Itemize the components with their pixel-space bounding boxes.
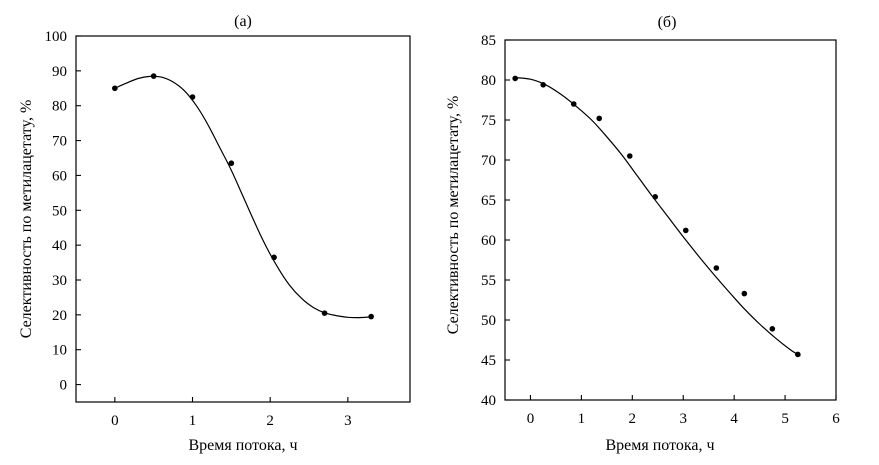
- panel-a: (а) 0 10 20 30 40 50 60 70 80 90 100 0 1 2 3 Время пот…: [18, 13, 411, 454]
- panel-a-y-tick-label-9: 90: [52, 64, 67, 80]
- panel-a-y-tick-label-7: 70: [52, 134, 67, 150]
- panel-b-y-tick-label-1: 45: [481, 353, 496, 369]
- panel-a-data-point-6: [368, 313, 374, 320]
- panel-a-data-point-2: [189, 94, 196, 100]
- panel-a-y-tick-label-2: 20: [52, 308, 67, 324]
- panel-b-y-axis-title: Селективность по метилацетату, %: [445, 96, 462, 335]
- panel-b-x-tick-label-6: 6: [832, 411, 840, 427]
- panel-b-title: (б): [658, 14, 677, 31]
- panel-a-x-tick-label-2: 2: [266, 413, 274, 429]
- panel-b-data-point-9: [769, 326, 776, 332]
- panel-a-fit-curve: [114, 75, 372, 319]
- panel-b-y-tick-label-2: 50: [481, 313, 496, 329]
- panel-a-data-point-3: [228, 160, 235, 167]
- panel-a-y-tick-label-10: 100: [45, 29, 68, 45]
- panel-b-x-axis-title: Время потока, ч: [605, 437, 714, 454]
- panel-a-x-tick-label-1: 1: [189, 413, 197, 429]
- panel-b-y-tick-label-8: 80: [481, 73, 496, 89]
- panel-b-data-point-2: [570, 101, 577, 107]
- panel-a-y-tick-label-6: 60: [52, 168, 67, 184]
- panel-a-y-tick-label-3: 30: [52, 273, 67, 289]
- panel-b-y-tick-label-0: 40: [481, 393, 496, 409]
- panel-b-x-tick-label-3: 3: [679, 411, 687, 427]
- panel-a-y-tick-label-1: 10: [52, 343, 67, 359]
- panel-b-curve-group: [515, 77, 801, 357]
- panel-a-data-point-1: [150, 73, 157, 79]
- panel-b-fit-curve: [515, 77, 801, 357]
- panel-b-data-point-0: [512, 75, 518, 82]
- panel-b-frame: [504, 39, 837, 401]
- panel-b-y-tick-label-4: 60: [481, 233, 496, 249]
- panel-b-data-point-3: [596, 115, 603, 122]
- panel-a-x-tick-label-3: 3: [344, 413, 352, 429]
- panel-b-y-tick-label-9: 85: [481, 33, 496, 49]
- panel-b-y-tick-label-5: 65: [481, 193, 496, 209]
- panel-b-data-point-6: [682, 227, 689, 234]
- panel-b-y-tick-label-3: 55: [481, 273, 496, 289]
- panel-b-x-tick-label-0: 0: [527, 411, 535, 427]
- panel-a-data-point-5: [321, 310, 328, 316]
- panel-a-points: [112, 73, 374, 320]
- panel-a-frame: [75, 35, 411, 403]
- panel-a-curve-group: [114, 75, 372, 319]
- panel-a-data-point-4: [271, 254, 277, 261]
- panel-a-y-tick-label-8: 80: [52, 99, 67, 115]
- panel-a-y-axis-title: Селективность по метилацетату, %: [18, 100, 35, 339]
- panel-a-data-point-0: [112, 85, 118, 92]
- panel-b-x-tick-label-1: 1: [578, 411, 586, 427]
- panel-b-data-point-7: [713, 265, 720, 271]
- panel-a-x-tick-label-0: 0: [111, 413, 119, 429]
- panel-b-x-tick-label-5: 5: [781, 411, 789, 427]
- panel-b-points: [512, 75, 801, 358]
- panel-b-y-tick-label-6: 70: [481, 153, 496, 169]
- panel-b-x-tick-label-2: 2: [629, 411, 637, 427]
- panel-a-y-tick-label-0: 0: [60, 378, 68, 394]
- panel-b-y-tick-label-7: 75: [481, 113, 496, 129]
- panel-b-data-point-5: [652, 194, 659, 200]
- panel-a-x-axis-title: Время потока, ч: [188, 437, 297, 454]
- panel-b-data-point-8: [741, 290, 748, 297]
- panel-b-x-tick-label-4: 4: [730, 411, 738, 427]
- panel-a-y-tick-label-5: 50: [52, 203, 67, 219]
- panel-a-ticks: 0 10 20 30 40 50 60 70 80 90 100 0 1 2 3: [45, 29, 352, 429]
- panel-b-data-point-4: [626, 153, 633, 159]
- panel-a-title: (а): [234, 13, 252, 30]
- panel-a-y-tick-label-4: 40: [52, 238, 67, 254]
- panel-b-data-point-1: [540, 82, 546, 88]
- panel-b-data-point-10: [795, 351, 801, 358]
